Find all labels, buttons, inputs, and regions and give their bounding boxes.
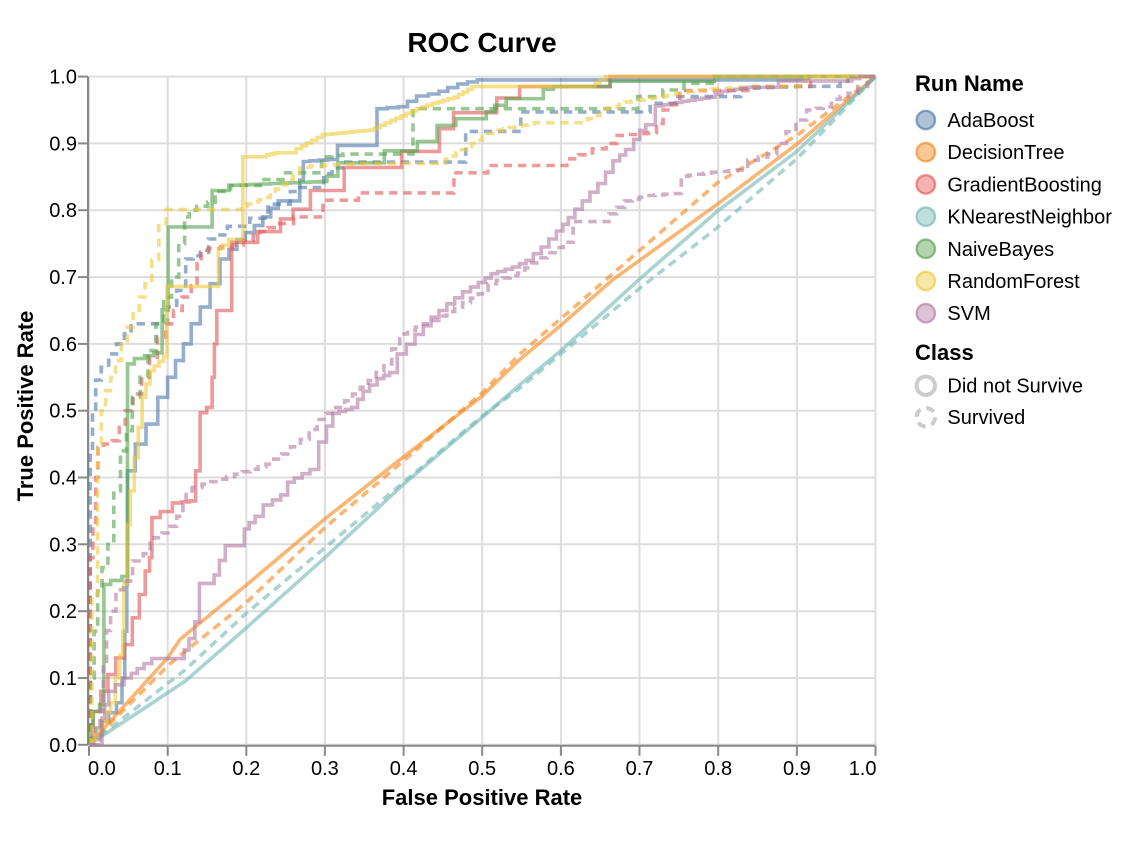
svg-text:0.8: 0.8 (49, 200, 77, 222)
svg-text:SVM: SVM (947, 303, 990, 325)
svg-text:0.2: 0.2 (232, 758, 260, 780)
svg-text:0.3: 0.3 (311, 758, 339, 780)
svg-text:1.0: 1.0 (49, 67, 77, 89)
svg-text:0.9: 0.9 (783, 758, 811, 780)
svg-text:0.5: 0.5 (468, 758, 496, 780)
svg-text:True Positive Rate: True Positive Rate (13, 311, 38, 502)
svg-text:Run Name: Run Name (915, 71, 1024, 96)
svg-text:DecisionTree: DecisionTree (947, 142, 1064, 164)
svg-text:0.7: 0.7 (626, 758, 654, 780)
svg-text:KNearestNeighbor: KNearestNeighbor (947, 207, 1112, 229)
svg-text:0.6: 0.6 (547, 758, 575, 780)
svg-text:False Positive Rate: False Positive Rate (382, 785, 583, 810)
svg-text:1.0: 1.0 (849, 758, 877, 780)
svg-text:0.5: 0.5 (49, 401, 77, 423)
svg-text:Did not Survive: Did not Survive (947, 376, 1083, 398)
svg-text:0.2: 0.2 (49, 601, 77, 623)
svg-text:0.4: 0.4 (390, 758, 418, 780)
svg-text:0.0: 0.0 (88, 758, 116, 780)
svg-text:0.3: 0.3 (49, 534, 77, 556)
svg-text:RandomForest: RandomForest (947, 271, 1080, 293)
svg-text:0.7: 0.7 (49, 267, 77, 289)
svg-text:0.4: 0.4 (49, 468, 77, 490)
svg-text:0.1: 0.1 (49, 668, 77, 690)
svg-text:0.9: 0.9 (49, 133, 77, 155)
svg-text:AdaBoost: AdaBoost (947, 110, 1034, 132)
svg-text:0.0: 0.0 (49, 735, 77, 757)
svg-text:Class: Class (915, 340, 974, 365)
svg-text:0.6: 0.6 (49, 334, 77, 356)
svg-text:GradientBoosting: GradientBoosting (947, 174, 1102, 196)
svg-text:0.8: 0.8 (704, 758, 732, 780)
svg-text:NaiveBayes: NaiveBayes (947, 239, 1054, 261)
svg-text:Survived: Survived (947, 407, 1025, 429)
svg-text:ROC Curve: ROC Curve (407, 27, 556, 58)
svg-text:0.1: 0.1 (154, 758, 182, 780)
